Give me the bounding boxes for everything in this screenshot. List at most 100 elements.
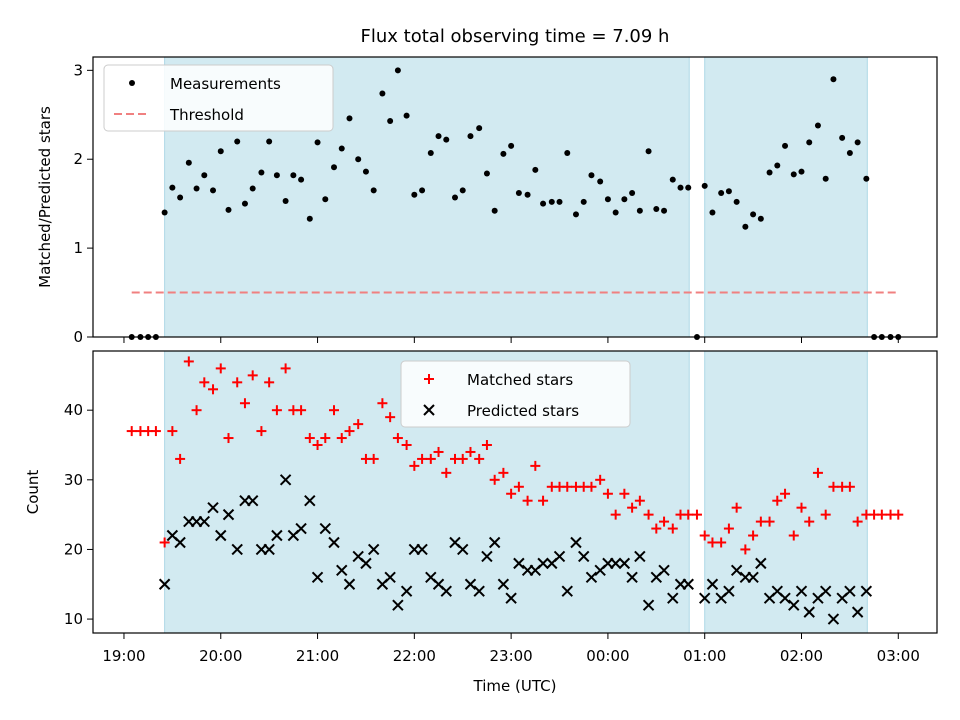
measurement-point — [548, 198, 555, 205]
measurement-point — [677, 184, 684, 191]
ratio-legend: Measurements Threshold — [103, 64, 334, 132]
y-axis-title-ratio: Matched/Predicted stars — [36, 106, 54, 288]
predicted-marker-b — [626, 571, 638, 584]
measurement-point — [661, 207, 668, 214]
measurement-point — [338, 145, 345, 152]
measurement-point — [733, 198, 740, 205]
matched-star-point — [627, 502, 638, 513]
x-tick-label: 01:00 — [683, 647, 726, 665]
predicted-star-point — [658, 564, 670, 577]
measurement-point — [282, 198, 289, 204]
predicted-marker-b — [440, 585, 452, 597]
measurement-point — [742, 223, 749, 230]
predicted-marker-b — [416, 543, 428, 556]
matched-star-point — [401, 440, 412, 450]
matched-star-point — [256, 426, 267, 437]
predicted-marker-b — [449, 536, 461, 549]
measurement-point — [597, 178, 604, 185]
predicted-marker-b — [706, 578, 719, 590]
predicted-marker-b — [561, 585, 573, 597]
matched-star-point — [385, 412, 396, 423]
ratio-observing-window-1 — [704, 56, 868, 338]
predicted-star-point — [263, 543, 275, 556]
predicted-star-point — [174, 536, 186, 549]
predicted-star-point — [779, 592, 791, 604]
matched-star-point — [804, 516, 815, 527]
measurement-point — [846, 150, 853, 156]
predicted-star-point — [416, 543, 428, 556]
predicted-marker-b — [844, 585, 856, 597]
predicted-star-point — [618, 557, 631, 570]
matched-star-point — [755, 516, 766, 527]
count-legend-box — [400, 360, 631, 428]
predicted-star-point — [367, 543, 380, 556]
predicted-marker-b — [585, 571, 598, 584]
x-tick-label: 02:00 — [780, 647, 823, 665]
measurement-point — [588, 172, 595, 179]
matched-star-point — [772, 495, 783, 506]
matched-star-point — [368, 453, 379, 464]
measurement-point — [532, 166, 539, 173]
measurement-point — [355, 156, 362, 163]
measurement-point — [750, 211, 757, 218]
matched-star-point — [183, 356, 194, 367]
matched-star-point — [852, 516, 863, 527]
matched-star-point — [465, 446, 476, 457]
measurement-point — [766, 169, 773, 176]
measurement-point — [411, 191, 418, 198]
predicted-star-point — [304, 494, 316, 507]
matched-star-point — [239, 398, 250, 409]
matched-star-point — [828, 481, 839, 492]
predicted-marker-b — [174, 536, 186, 549]
predicted-marker-b — [457, 543, 469, 556]
measurement-point — [387, 118, 394, 124]
y-axis-title-count: Count — [24, 470, 42, 515]
predicted-star-point — [642, 599, 655, 611]
measurement-point — [580, 198, 587, 205]
measurement-point — [314, 139, 321, 146]
predicted-marker-b — [231, 543, 243, 556]
measurement-point — [234, 138, 241, 145]
predicted-marker-b — [698, 592, 711, 604]
measurement-point — [556, 198, 563, 205]
predicted-marker-b — [222, 508, 235, 521]
predicted-marker-b — [473, 585, 485, 597]
predicted-marker-b — [723, 585, 735, 597]
matched-star-point — [788, 530, 799, 541]
measurement-point — [806, 139, 813, 146]
predicted-marker-b — [360, 557, 372, 570]
measurement-point — [169, 184, 176, 191]
matched-star-point — [643, 509, 654, 520]
predicted-star-point — [481, 550, 493, 563]
predicted-marker-b — [803, 606, 815, 618]
predicted-marker-b — [505, 592, 517, 604]
predicted-marker-b — [367, 543, 380, 556]
predicted-marker-b — [352, 550, 364, 563]
matched-star-point — [748, 530, 759, 541]
predicted-star-point — [667, 592, 679, 604]
measurement-point — [524, 191, 531, 198]
predicted-star-point — [626, 571, 638, 584]
predicted-marker-b — [488, 536, 501, 549]
predicted-star-point — [553, 550, 566, 563]
measurement-point — [459, 187, 466, 194]
measurement-point — [290, 172, 297, 179]
ratio-axes-frame — [92, 56, 938, 338]
predicted-star-point — [513, 557, 525, 570]
matched-star-point — [513, 481, 524, 492]
matched-star-point — [699, 530, 710, 541]
matched-star-point — [336, 433, 347, 444]
matched-star-point — [474, 453, 485, 464]
matched-star-point — [667, 523, 678, 534]
matched-star-point — [619, 488, 630, 499]
predicted-star-point — [295, 522, 307, 535]
predicted-star-point — [392, 599, 404, 611]
legend-label: Measurements — [170, 75, 281, 93]
predicted-marker-b — [271, 529, 283, 542]
predicted-star-point — [570, 536, 582, 549]
matched-star-point — [353, 419, 364, 430]
ratio-y-tick-label: 0 — [73, 328, 83, 346]
predicted-marker-b — [311, 571, 324, 584]
predicted-star-point — [682, 578, 694, 590]
predicted-marker-b — [642, 599, 655, 611]
